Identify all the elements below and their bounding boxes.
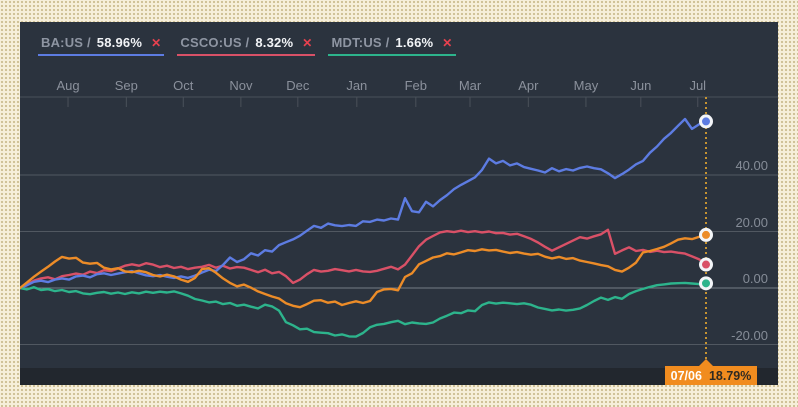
legend-item-ba-us[interactable]: BA:US / 58.96% ✕ [38,35,165,56]
plot-area[interactable] [20,22,778,385]
month-label: Nov [229,78,253,93]
y-axis-label: 20.00 [735,214,768,230]
month-label: Apr [518,78,539,93]
legend-value: 8.32% [255,35,294,50]
tooltip-pointer [698,359,714,367]
month-label: Aug [56,78,80,93]
y-axis-label: -20.00 [731,327,768,343]
legend-value: 1.66% [395,35,434,50]
month-label: Feb [404,78,428,93]
month-label: Dec [286,78,310,93]
endpoint-dot-mdt-us [699,276,713,291]
tooltip-value: 18.79% [708,368,752,383]
chart-panel: 07/06 18.79% BA:US / 58.96% ✕ CSCO:US / 8.32… [20,22,778,385]
legend-item-mdt-us[interactable]: MDT:US / 1.66% ✕ [328,35,456,56]
month-label: Jan [346,78,368,93]
series-line-mdt-us [20,281,708,338]
legend-ticker: BA:US / [41,35,91,50]
series-line-csco-us [20,228,708,290]
legend-value: 58.96% [96,35,143,50]
legend: BA:US / 58.96% ✕ CSCO:US / 8.32% ✕ MDT:US / 1.6… [38,35,456,56]
y-axis-label: 0.00 [742,271,768,287]
endpoint-dot-csco-us [699,257,713,272]
month-label: Jun [630,78,652,93]
legend-item-csco-us[interactable]: CSCO:US / 8.32% ✕ [177,35,316,56]
endpoint-dot-tracked [699,227,713,242]
tooltip-date: 07/06 [670,368,702,383]
month-label: Sep [114,78,138,93]
close-icon[interactable]: ✕ [151,35,162,50]
date-tooltip: 07/06 18.79% [665,366,757,385]
close-icon[interactable]: ✕ [302,35,313,50]
month-label: May [573,78,599,93]
series-line-ba-us [20,117,708,290]
y-axis-label: 40.00 [735,157,768,173]
timeline-strip [20,368,778,385]
endpoint-dot-ba-us [699,114,713,129]
series-line-tracked [20,233,708,309]
legend-ticker: MDT:US / [331,35,390,50]
legend-ticker: CSCO:US / [180,35,250,50]
month-label: Jul [689,78,707,93]
month-label: Mar [458,78,482,93]
close-icon[interactable]: ✕ [442,35,453,50]
month-label: Oct [173,78,194,93]
